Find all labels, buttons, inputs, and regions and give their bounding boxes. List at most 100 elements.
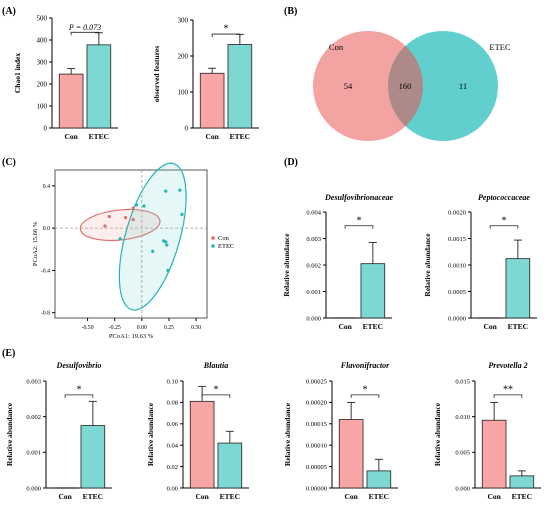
venn-set-label-con: Con xyxy=(329,42,344,52)
y-tick-label: 100 xyxy=(178,88,189,96)
x-tick-label: 0.50 xyxy=(191,325,201,331)
y-tick-label: 0.0 xyxy=(43,226,50,232)
x-tick-label: ETEC xyxy=(512,492,532,501)
x-tick-label: Con xyxy=(344,492,358,501)
y-tick-label: 0.4 xyxy=(43,184,50,190)
y-tick-label: 0.002 xyxy=(26,414,41,421)
point-etec xyxy=(164,240,168,244)
y-tick-label: 0.005 xyxy=(455,450,470,457)
chart-title: Desulfovibrio xyxy=(56,361,102,370)
bar-con xyxy=(481,419,507,489)
significance-bracket xyxy=(70,31,100,36)
y-axis-label: PCoA2: 15.66 % xyxy=(32,221,39,266)
y-tick-label: 0.00005 xyxy=(306,464,327,471)
desulfovibrio-chart: 0.000 0.001 0.002 0.003 Con ETEC * Desulfovibri… xyxy=(5,361,112,501)
bar-etec xyxy=(366,470,392,489)
panel-label-a: (A) xyxy=(2,6,16,17)
y-tick-label: 0.003 xyxy=(306,236,321,243)
point-etec xyxy=(178,188,182,192)
point-con xyxy=(107,214,111,219)
pcoa-plot: -0.50 -0.25 0.00 0.25 0.50 0.4 0.0 -0.4 -0.8 PCoA… xyxy=(32,162,234,340)
y-tick-label: 0.010 xyxy=(455,414,470,421)
y-tick-label: 0.0005 xyxy=(448,289,466,296)
significance-bracket xyxy=(64,394,94,398)
y-tick-label: 400 xyxy=(37,36,48,44)
bar-con xyxy=(58,73,84,129)
x-tick-label: Con xyxy=(338,322,352,331)
point-etec xyxy=(118,237,122,241)
x-tick-label: Con xyxy=(483,322,497,331)
venn-overlap xyxy=(388,31,423,141)
legend-label-con: Con xyxy=(218,235,230,242)
peptococcaceae-chart: 0.0000 0.0005 0.0010 0.0015 0.0020 Con ETEC * Pe… xyxy=(423,193,537,331)
y-tick-label: 0.000 xyxy=(306,315,321,322)
bar-etec xyxy=(227,44,253,129)
y-tick-label: 0.0000 xyxy=(448,315,466,322)
y-tick-label: 200 xyxy=(178,52,189,60)
significance-bracket xyxy=(489,225,519,229)
significance-label: * xyxy=(214,384,219,395)
y-tick-label: 0.000 xyxy=(455,485,470,492)
y-axis-label: Relative abundance xyxy=(5,402,14,466)
point-con xyxy=(103,224,107,228)
significance-label: * xyxy=(502,215,507,226)
y-tick-label: 0.004 xyxy=(306,209,321,216)
y-tick-label: 0.000 xyxy=(26,485,41,492)
significance-label: * xyxy=(357,215,362,226)
x-tick-label: ETEC xyxy=(89,132,109,141)
plot-frame xyxy=(54,169,208,319)
chao1-chart: 0 100 200 300 400 500 Con ETEC P = 0.073 Chao1 in… xyxy=(13,14,118,141)
significance-label: ** xyxy=(503,384,513,395)
panel-label-b: (B) xyxy=(284,6,297,17)
bar-con xyxy=(199,72,225,129)
x-tick-label: ETEC xyxy=(363,322,383,331)
y-tick-label: 0 xyxy=(44,124,48,132)
observed-chart: 0 100 200 300 Con ETEC * observed features xyxy=(152,16,259,141)
y-tick-label: 200 xyxy=(37,80,48,88)
venn-count-shared: 160 xyxy=(399,81,412,91)
y-tick-label: 0.08 xyxy=(167,400,178,407)
point-etec xyxy=(151,249,155,253)
bar-etec xyxy=(217,442,243,489)
bar-con xyxy=(189,400,215,489)
y-tick-label: 0.00000 xyxy=(306,485,327,492)
chart-title: Flavonifractor xyxy=(340,361,390,370)
venn-diagram: Con ETEC 54 160 11 xyxy=(313,31,511,141)
ellipse-con xyxy=(79,208,161,242)
y-tick-label: 0.00010 xyxy=(306,443,327,450)
significance-bracket xyxy=(350,394,380,398)
x-tick-label: -0.50 xyxy=(82,325,94,331)
legend-marker-etec xyxy=(211,244,215,248)
significance-bracket xyxy=(211,33,241,38)
x-tick-label: -0.25 xyxy=(109,325,121,331)
chart-title: Blautia xyxy=(203,361,228,370)
point-con xyxy=(131,218,135,222)
chart-title: Peptococcaceae xyxy=(478,193,530,202)
legend-label-etec: ETEC xyxy=(218,243,234,250)
y-tick-label: 0.10 xyxy=(167,378,178,385)
x-tick-label: Con xyxy=(205,132,219,141)
y-tick-label: 0.001 xyxy=(26,450,41,457)
y-axis-label: observed features xyxy=(152,46,161,102)
panel-label-c: (C) xyxy=(2,157,16,168)
significance-label: * xyxy=(77,384,82,395)
bar-etec xyxy=(80,425,106,489)
chart-title: Prevotella 2 xyxy=(488,361,527,370)
y-tick-label: 0.06 xyxy=(167,421,179,428)
y-tick-label: 0.00015 xyxy=(306,421,327,428)
blautia-chart: 0.00 0.02 0.04 0.06 0.08 0.10 Con ETEC * Blautia R… xyxy=(146,361,249,501)
desulfovibrionaceae-chart: 0.000 0.001 0.002 0.003 0.004 Con ETEC * Desulfo… xyxy=(282,193,393,331)
x-tick-label: Con xyxy=(64,132,78,141)
flavonifractor-chart: 0.00000 0.00005 0.00010 0.00015 0.00020 0.000… xyxy=(283,361,398,501)
ellipse-etec xyxy=(118,162,187,311)
point-con xyxy=(123,215,128,220)
y-axis-label: Relative abundance xyxy=(283,402,292,466)
x-axis-label: PCoA1: 19.63 % xyxy=(109,333,154,340)
y-tick-label: 0.02 xyxy=(167,464,178,471)
x-tick-label: Con xyxy=(195,492,209,501)
y-tick-label: 0.00025 xyxy=(306,378,327,385)
x-tick-label: Con xyxy=(58,492,72,501)
point-etec xyxy=(142,204,146,208)
